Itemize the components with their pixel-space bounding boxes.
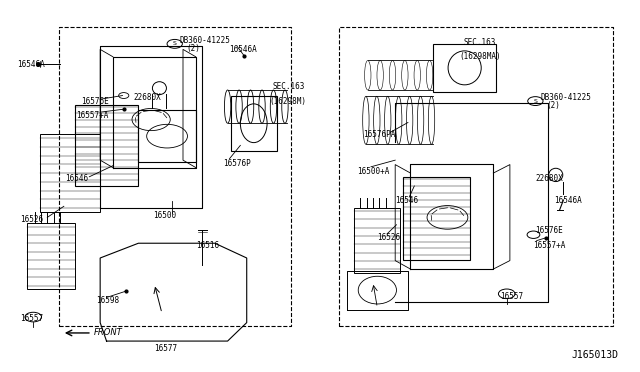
Text: 16577: 16577 <box>154 344 177 353</box>
Text: (2): (2) <box>547 102 561 110</box>
Bar <box>231 96 276 151</box>
Text: 16546: 16546 <box>395 196 419 205</box>
Text: SEC.163: SEC.163 <box>272 82 305 91</box>
Text: 16516: 16516 <box>196 241 219 250</box>
Text: S: S <box>173 41 177 46</box>
Text: 16546A: 16546A <box>554 196 582 205</box>
Text: 16557+A: 16557+A <box>534 241 566 250</box>
Text: (16298M): (16298M) <box>269 97 306 106</box>
Text: SEC.163: SEC.163 <box>463 38 496 46</box>
Bar <box>138 110 196 162</box>
Text: DB360-41225: DB360-41225 <box>180 36 230 45</box>
Text: 16576E: 16576E <box>536 226 563 235</box>
Text: 16598: 16598 <box>96 296 119 305</box>
Bar <box>40 134 100 212</box>
Text: 22680X: 22680X <box>134 93 162 102</box>
Text: 16546: 16546 <box>65 174 88 183</box>
Text: 16526: 16526 <box>378 233 401 242</box>
Text: (16298MA): (16298MA) <box>459 52 500 61</box>
Text: 16576E: 16576E <box>81 97 109 106</box>
Text: 16500: 16500 <box>153 211 176 220</box>
Text: 16546A: 16546A <box>230 45 257 54</box>
Text: 16557+A: 16557+A <box>77 111 109 121</box>
Bar <box>75 105 138 186</box>
Bar <box>354 208 400 273</box>
Text: DB360-41225: DB360-41225 <box>540 93 591 102</box>
Text: 16526: 16526 <box>20 215 44 224</box>
Bar <box>433 44 496 92</box>
Bar <box>27 223 75 289</box>
Text: 16546A: 16546A <box>17 60 45 69</box>
Text: J165013D: J165013D <box>572 350 619 359</box>
Text: 22680X: 22680X <box>536 174 563 183</box>
Bar <box>403 177 470 260</box>
Text: 16557: 16557 <box>20 314 44 323</box>
Text: 16576P: 16576P <box>223 159 251 169</box>
Text: FRONT: FRONT <box>94 328 122 337</box>
Text: 16500+A: 16500+A <box>357 167 389 176</box>
Text: 16557: 16557 <box>500 292 523 301</box>
Text: S: S <box>534 99 538 103</box>
Text: 16576PA: 16576PA <box>364 130 396 139</box>
Text: (2): (2) <box>186 44 200 53</box>
